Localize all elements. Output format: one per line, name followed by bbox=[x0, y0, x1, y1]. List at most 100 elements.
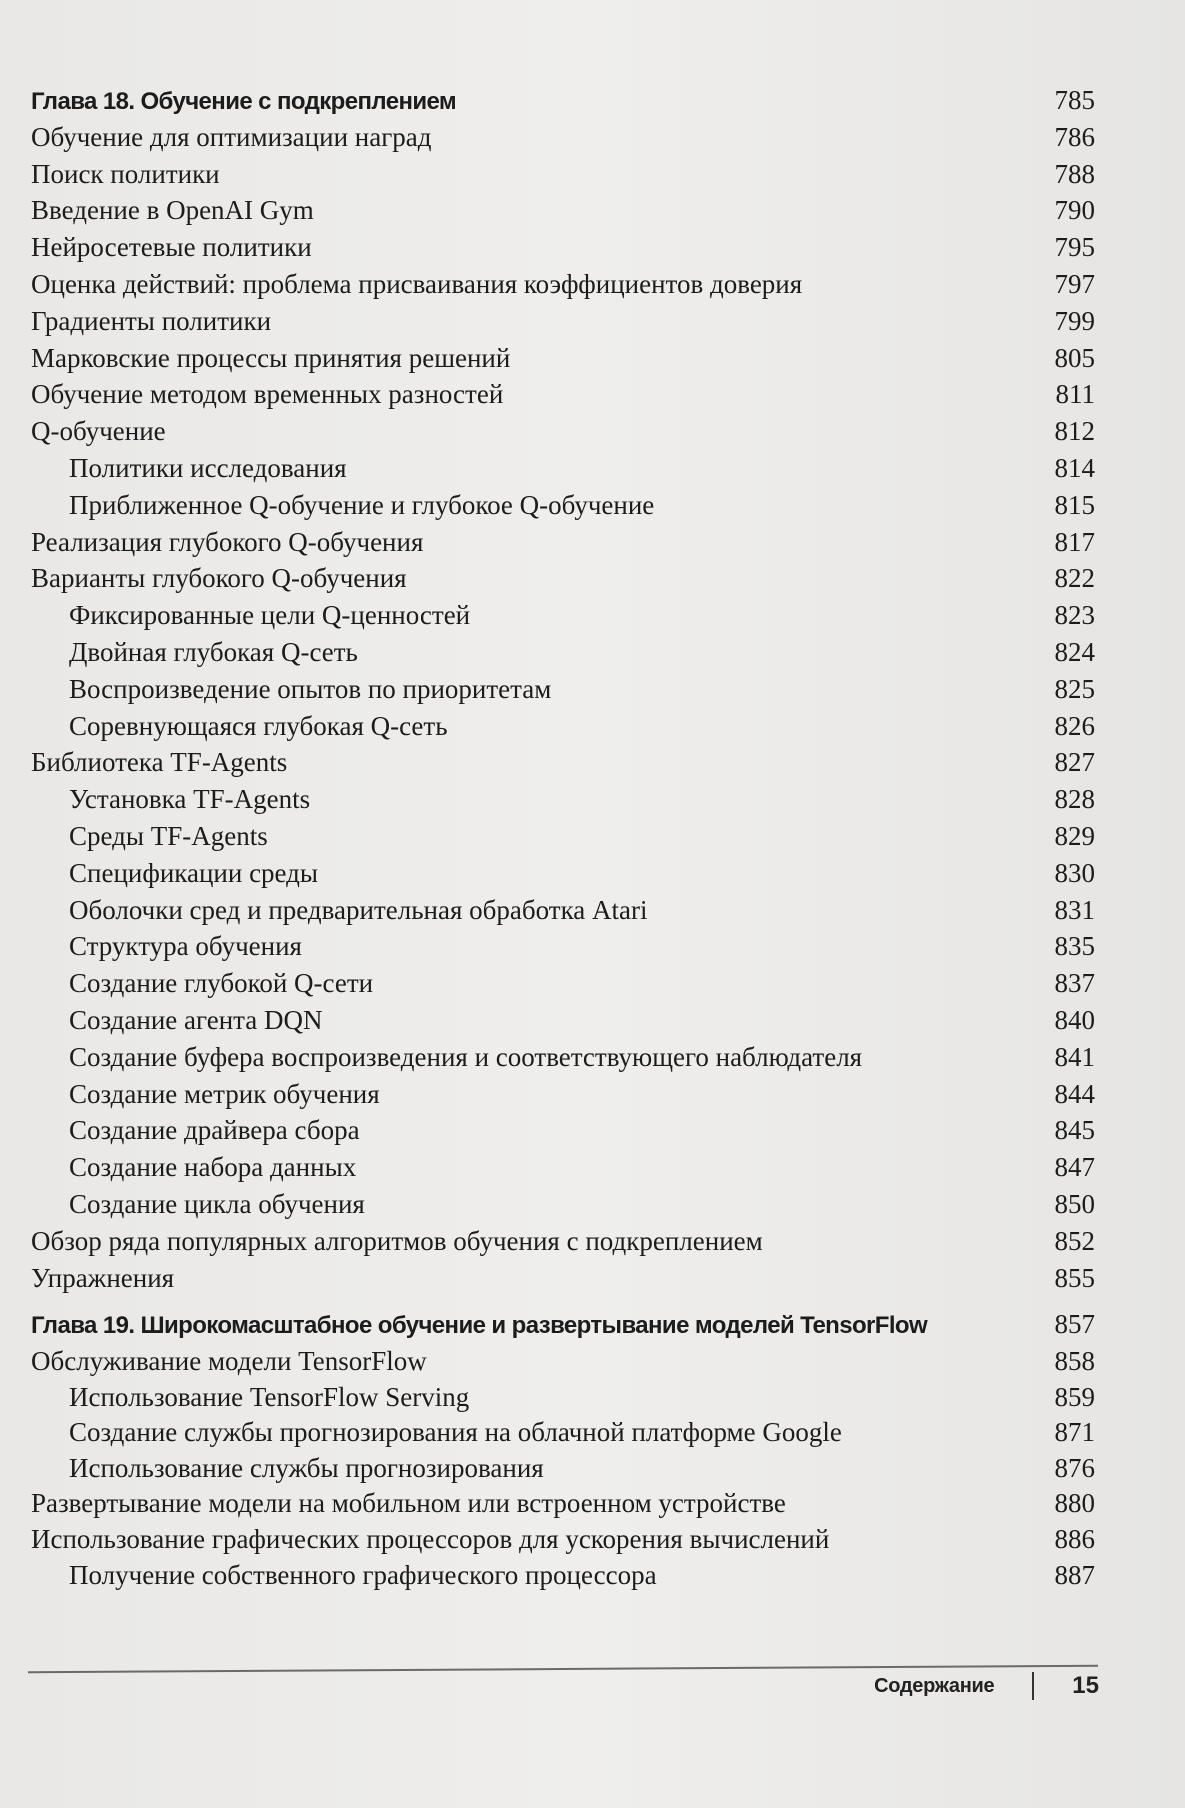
toc-entry-title: Установка TF-Agents bbox=[69, 784, 311, 815]
toc-entry-title: Создание буфера воспроизведения и соотве… bbox=[69, 1041, 863, 1072]
toc-entry-title: Обзор ряда популярных алгоритмов обучени… bbox=[31, 1225, 763, 1256]
toc-entry: Воспроизведение опытов по приоритетам 825 bbox=[31, 671, 1095, 708]
toc-entry: Обзор ряда популярных алгоритмов обучени… bbox=[31, 1223, 1095, 1260]
toc-entry-page: 871 bbox=[1054, 1417, 1096, 1448]
toc-entry-page: 858 bbox=[1054, 1346, 1096, 1376]
toc-entry: Политики исследования 814 bbox=[31, 450, 1095, 487]
toc-entry-title: Q-обучение bbox=[31, 416, 166, 447]
chapter-title: Глава 18. Обучение с подкреплением bbox=[31, 88, 457, 115]
toc-entry-page: 831 bbox=[1054, 894, 1096, 925]
toc-entry-page: 829 bbox=[1054, 820, 1096, 851]
toc-entry: Фиксированные цели Q-ценностей 823 bbox=[31, 597, 1095, 634]
toc-entry: Спецификации среды 830 bbox=[31, 855, 1095, 892]
toc-entry-title: Создание глубокой Q-сети bbox=[69, 968, 374, 999]
toc-entry: Среды TF-Agents 829 bbox=[31, 818, 1095, 855]
toc-entry-page: 825 bbox=[1054, 673, 1096, 704]
toc-entry-page: 799 bbox=[1054, 305, 1096, 336]
toc-entry: Двойная глубокая Q-сеть 824 bbox=[31, 634, 1095, 671]
toc-entry-page: 830 bbox=[1054, 857, 1096, 888]
toc-entry-title: Создание драйвера сбора bbox=[69, 1115, 360, 1146]
toc-entry-title: Спецификации среды bbox=[69, 857, 319, 888]
toc-entry-page: 812 bbox=[1054, 416, 1096, 447]
toc-entry-title: Оценка действий: проблема присваивания к… bbox=[31, 268, 803, 299]
toc-entry-title: Создание агента DQN bbox=[69, 1004, 323, 1035]
toc-entry-title: Оболочки сред и предварительная обработк… bbox=[69, 894, 648, 925]
toc-entry-page: 847 bbox=[1054, 1152, 1096, 1183]
toc-entry: Варианты глубокого Q-обучения 822 bbox=[31, 560, 1095, 597]
toc-entry: Использование TensorFlow Serving 859 bbox=[31, 1380, 1095, 1416]
toc-entry-title: Среды TF-Agents bbox=[69, 820, 268, 851]
toc-entry-title: Введение в OpenAI Gym bbox=[31, 195, 314, 226]
toc-entry-title: Нейросетевые политики bbox=[31, 232, 312, 263]
chapter-18-toc: Глава 18. Обучение с подкреплением 785 О… bbox=[31, 82, 1095, 1296]
toc-entry-title: Поиск политики bbox=[31, 158, 220, 189]
toc-entry: Создание агента DQN 840 bbox=[31, 1002, 1095, 1039]
toc-entry: Библиотека TF-Agents 827 bbox=[31, 744, 1095, 781]
toc-entry: Установка TF-Agents 828 bbox=[31, 781, 1095, 818]
toc-entry-title: Фиксированные цели Q-ценностей bbox=[69, 600, 471, 631]
toc-entry-title: Создание цикла обучения bbox=[69, 1188, 365, 1219]
toc-entry-title: Использование TensorFlow Serving bbox=[69, 1381, 470, 1412]
toc-entry-page: 817 bbox=[1054, 526, 1096, 557]
chapter-heading: Глава 19. Широкомасштабное обучение и ра… bbox=[31, 1304, 1095, 1344]
toc-entry: Создание цикла обучения 850 bbox=[31, 1186, 1095, 1223]
toc-entry-page: 887 bbox=[1054, 1559, 1096, 1590]
toc-entry: Получение собственного графического проц… bbox=[31, 1558, 1095, 1594]
toc-entry-title: Обслуживание модели TensorFlow bbox=[31, 1346, 427, 1376]
toc-entry: Использование службы прогнозирования 876 bbox=[31, 1451, 1095, 1487]
chapter-19-toc: Глава 19. Широкомасштабное обучение и ра… bbox=[31, 1304, 1095, 1593]
toc-entry-page: 844 bbox=[1054, 1078, 1096, 1109]
toc-entry-title: Реализация глубокого Q-обучения bbox=[31, 526, 424, 557]
toc-entry: Оценка действий: проблема присваивания к… bbox=[31, 266, 1095, 303]
page-footer: Содержание 15 bbox=[874, 1672, 1099, 1700]
toc-entry-page: 824 bbox=[1054, 636, 1096, 667]
toc-entry-page: 795 bbox=[1054, 232, 1096, 263]
toc-entry-title: Упражнения bbox=[31, 1262, 175, 1293]
toc-entry: Поиск политики 788 bbox=[31, 156, 1095, 193]
running-footer-section: Содержание bbox=[874, 1674, 995, 1697]
toc-entry: Соревнующаяся глубокая Q-сеть 826 bbox=[31, 708, 1095, 745]
toc-entry-page: 822 bbox=[1054, 563, 1096, 594]
toc-entry-page: 852 bbox=[1054, 1225, 1096, 1256]
toc-entry: Реализация глубокого Q-обучения 817 bbox=[31, 524, 1095, 561]
toc-entry-title: Воспроизведение опытов по приоритетам bbox=[69, 673, 552, 704]
toc-entry-page: 837 bbox=[1054, 968, 1096, 999]
toc-entry-title: Приближенное Q-обучение и глубокое Q-обу… bbox=[69, 489, 655, 520]
toc-entry-title: Градиенты политики bbox=[31, 305, 272, 336]
toc-entry: Q-обучение 812 bbox=[31, 413, 1095, 450]
toc-entry: Развертывание модели на мобильном или вс… bbox=[31, 1486, 1095, 1522]
toc-entry: Использование графических процессоров дл… bbox=[31, 1522, 1095, 1558]
toc-entry-page: 845 bbox=[1054, 1115, 1096, 1146]
toc-entry-page: 786 bbox=[1054, 121, 1096, 152]
chapter-page: 857 bbox=[1054, 1309, 1096, 1339]
toc-entry-title: Двойная глубокая Q-сеть bbox=[69, 636, 358, 667]
toc-entry-page: 859 bbox=[1054, 1381, 1096, 1412]
toc-entry-page: 797 bbox=[1054, 268, 1096, 299]
toc-entry-page: 788 bbox=[1054, 158, 1096, 189]
toc-entry-page: 805 bbox=[1054, 342, 1096, 373]
toc-entry: Обучение для оптимизации наград 786 bbox=[31, 119, 1095, 156]
toc-entry-title: Создание набора данных bbox=[69, 1152, 357, 1183]
toc-entry: Структура обучения 835 bbox=[31, 928, 1095, 965]
toc-entry-title: Создание службы прогнозирования на облач… bbox=[69, 1417, 842, 1448]
toc-entry-page: 876 bbox=[1054, 1452, 1096, 1483]
toc-entry: Создание драйвера сбора 845 bbox=[31, 1112, 1095, 1149]
footer-divider bbox=[1032, 1672, 1035, 1700]
toc-entry-title: Библиотека TF-Agents bbox=[31, 747, 288, 778]
toc-entry: Создание набора данных 847 bbox=[31, 1149, 1095, 1186]
toc-entry-page: 815 bbox=[1054, 489, 1096, 520]
page-number: 15 bbox=[1072, 1672, 1099, 1699]
toc-entry-title: Обучение методом временных разностей bbox=[31, 379, 504, 410]
toc-entry-title: Марковские процессы принятия решений bbox=[31, 342, 511, 373]
toc-entry-title: Использование службы прогнозирования bbox=[69, 1452, 544, 1483]
toc-entry-page: 855 bbox=[1054, 1262, 1096, 1293]
toc-entry-page: 850 bbox=[1054, 1188, 1096, 1219]
toc-entry: Марковские процессы принятия решений 805 bbox=[31, 340, 1095, 377]
toc-entry-title: Получение собственного графического проц… bbox=[69, 1559, 657, 1590]
toc-entry: Обучение методом временных разностей 811 bbox=[31, 376, 1095, 413]
toc-entry-page: 886 bbox=[1054, 1523, 1096, 1554]
toc-entry-page: 828 bbox=[1054, 784, 1096, 815]
toc-entry: Создание глубокой Q-сети 837 bbox=[31, 965, 1095, 1002]
toc-entry: Обслуживание модели TensorFlow 858 bbox=[31, 1344, 1095, 1380]
toc-entry: Приближенное Q-обучение и глубокое Q-обу… bbox=[31, 487, 1095, 524]
